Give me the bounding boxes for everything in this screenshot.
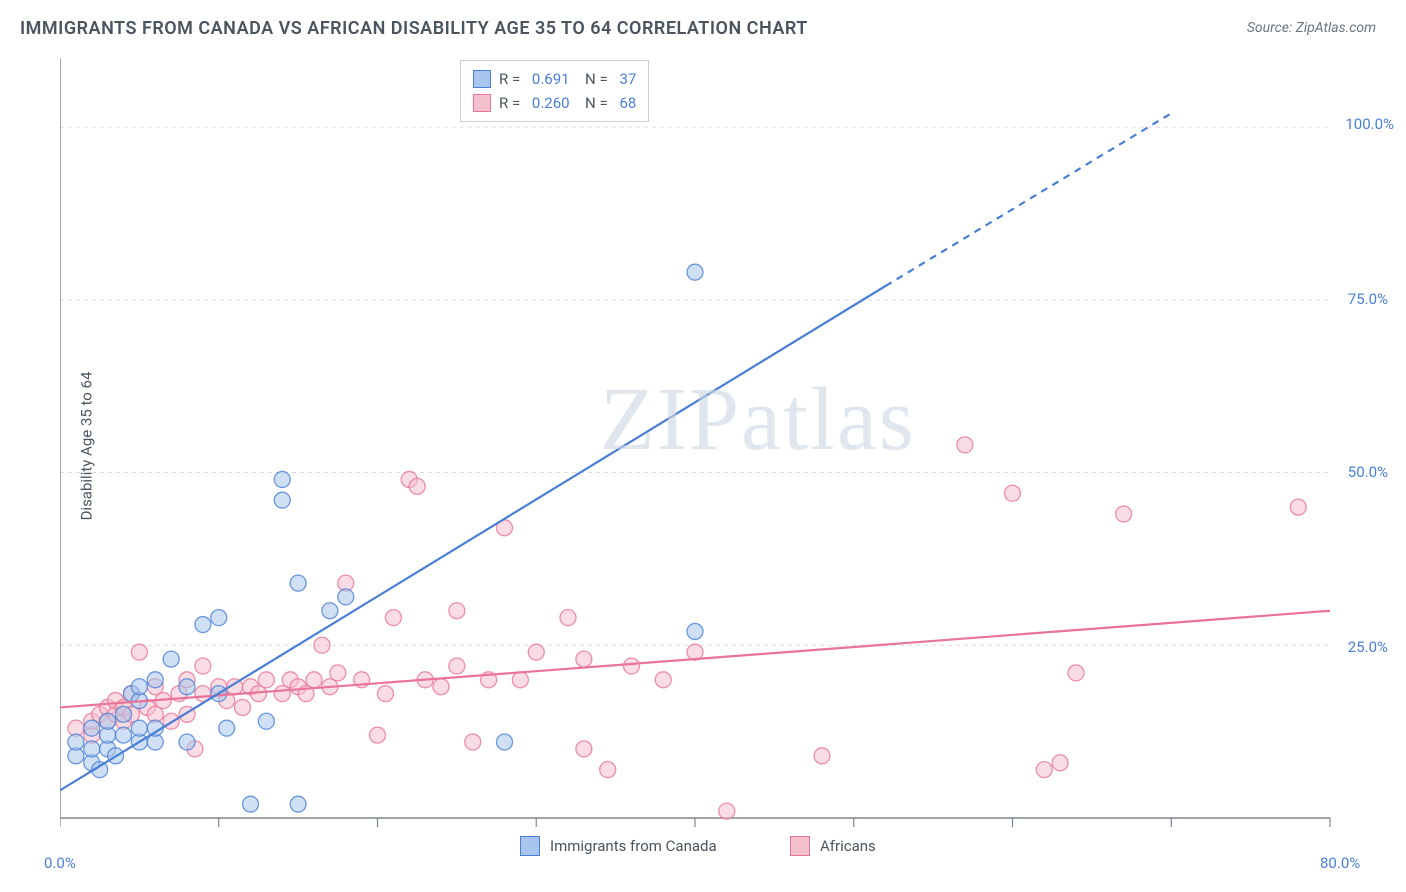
legend-r-value-canada: 0.691 xyxy=(532,67,570,91)
legend-swatch-africans-icon xyxy=(790,836,810,856)
legend-row-canada: R = 0.691 N = 37 xyxy=(473,67,636,91)
y-tick-50: 50.0% xyxy=(1348,463,1388,481)
correlation-legend: R = 0.691 N = 37 R = 0.260 N = 68 xyxy=(460,60,649,122)
y-tick-25: 25.0% xyxy=(1348,638,1388,656)
source-attribution: Source: ZipAtlas.com xyxy=(1247,20,1376,36)
scatter-chart xyxy=(60,58,1360,828)
y-tick-100: 100.0% xyxy=(1345,115,1394,133)
legend-r-label: R = xyxy=(499,67,524,91)
chart-title: IMMIGRANTS FROM CANADA VS AFRICAN DISABI… xyxy=(20,18,808,39)
plot-area: ZIPatlas xyxy=(60,58,1360,828)
legend-label-africans: Africans xyxy=(820,837,876,855)
legend-r-value-africans: 0.260 xyxy=(532,91,570,115)
legend-label-canada: Immigrants from Canada xyxy=(550,837,717,855)
legend-r-label: R = xyxy=(499,91,524,115)
chart-container: IMMIGRANTS FROM CANADA VS AFRICAN DISABI… xyxy=(0,0,1406,892)
legend-row-africans: R = 0.260 N = 68 xyxy=(473,91,636,115)
series-legend-africans: Africans xyxy=(790,836,876,856)
x-tick-0: 0.0% xyxy=(44,854,76,872)
series-legend-canada: Immigrants from Canada xyxy=(520,836,717,856)
legend-n-label: N = xyxy=(578,67,612,91)
legend-swatch-canada-icon xyxy=(520,836,540,856)
legend-n-value-africans: 68 xyxy=(619,91,636,115)
x-tick-80: 80.0% xyxy=(1320,854,1360,872)
y-tick-75: 75.0% xyxy=(1348,290,1388,308)
legend-swatch-africans xyxy=(473,94,491,112)
legend-n-value-canada: 37 xyxy=(619,67,636,91)
legend-swatch-canada xyxy=(473,70,491,88)
legend-n-label: N = xyxy=(578,91,612,115)
